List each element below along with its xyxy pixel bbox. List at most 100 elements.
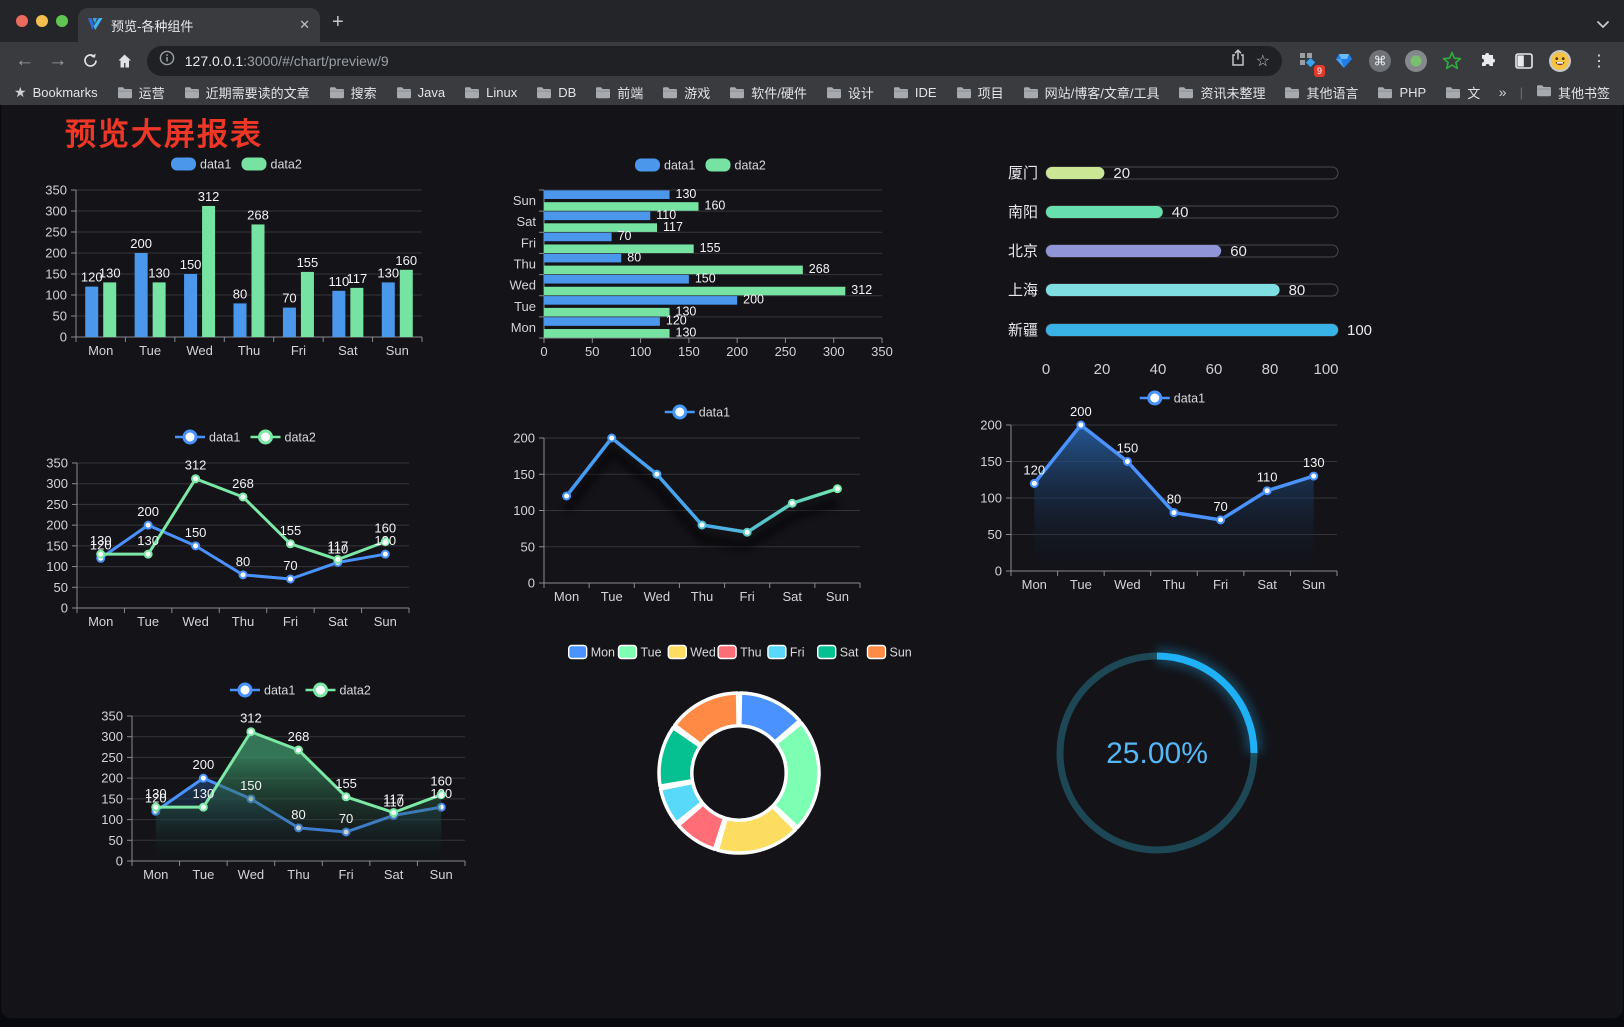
traffic-light-zoom[interactable] <box>56 15 68 27</box>
share-icon[interactable] <box>1230 49 1246 72</box>
svg-text:117: 117 <box>663 220 683 234</box>
svg-text:130: 130 <box>99 265 121 280</box>
bookmark-item[interactable]: 其他语言 <box>1284 83 1358 102</box>
bookmark-item[interactable]: 网站/博客/文章/工具 <box>1023 83 1159 102</box>
chart-area-single: data1 0 50 100 150 200 Mon Tue Wed Thu Fri Sat Sun 12… <box>980 384 1363 603</box>
svg-text:Sun: Sun <box>430 867 453 882</box>
chart-hbar-grouped: data1 data2 Sun Sat Fri Thu Wed Tue Mon 0 50 100 150… <box>506 150 902 373</box>
svg-text:155: 155 <box>335 776 357 791</box>
svg-text:312: 312 <box>851 283 872 297</box>
traffic-light-minimize[interactable] <box>36 15 48 27</box>
bookmark-item[interactable]: IDE <box>893 85 937 100</box>
svg-text:200: 200 <box>1070 404 1092 419</box>
svg-text:0: 0 <box>60 330 67 345</box>
reload-button[interactable] <box>76 46 105 76</box>
svg-text:Fri: Fri <box>338 867 353 882</box>
svg-text:data1: data1 <box>200 158 231 172</box>
svg-text:data1: data1 <box>664 159 695 173</box>
window-titlebar: 预览-各种组件 ✕ + <box>0 0 1624 42</box>
svg-text:130: 130 <box>193 786 215 801</box>
extension-record-icon[interactable] <box>1404 49 1428 73</box>
tab-search-chevron-icon[interactable] <box>1596 16 1610 34</box>
svg-text:312: 312 <box>240 711 262 726</box>
svg-text:100: 100 <box>513 503 535 518</box>
bookmark-item[interactable]: Linux <box>464 85 517 100</box>
browser-tab[interactable]: 预览-各种组件 ✕ <box>78 8 320 42</box>
svg-text:117: 117 <box>383 792 404 807</box>
chart-bar-grouped: data1 data2 0 50 100 150 200 250 300 350 Mon Tue Wed… <box>41 150 471 373</box>
bookmark-item[interactable]: 近期需要读的文章 <box>184 83 310 102</box>
svg-text:0: 0 <box>1042 361 1050 378</box>
stacked-area-chart-svg: data1 data2 0 50 100 150 200 250 300 350 Mon Tue Wed… <box>101 682 466 882</box>
bookmark-item[interactable]: 运营 <box>117 83 165 102</box>
back-button[interactable]: ← <box>15 49 35 71</box>
bookmark-label: 资讯未整理 <box>1200 85 1266 101</box>
svg-text:120: 120 <box>1023 462 1045 477</box>
svg-text:⌘: ⌘ <box>1373 53 1386 68</box>
tab-title: 预览-各种组件 <box>111 18 194 34</box>
extension-emoji-icon[interactable] <box>1548 49 1572 73</box>
svg-text:60: 60 <box>1206 361 1223 378</box>
bookmarks-manager[interactable]: ★ Bookmarks <box>14 84 98 101</box>
bookmark-item[interactable]: 游戏 <box>662 83 710 102</box>
chart-line-gradient: data1 0 50 100 150 200 Mon Tue Wed Thu Fri Sat Sun <box>506 398 888 617</box>
home-button[interactable] <box>110 46 139 76</box>
browser-menu-icon[interactable]: ⋮ <box>1590 52 1607 70</box>
site-info-icon[interactable] <box>159 50 175 71</box>
bookmark-label: 项目 <box>977 85 1004 101</box>
traffic-light-close[interactable] <box>16 15 28 27</box>
bookmark-item[interactable]: 设计 <box>826 83 874 102</box>
bookmark-item[interactable]: 前端 <box>595 83 643 102</box>
bookmarks-overflow-chevron[interactable]: » <box>1498 84 1507 100</box>
bookmark-label: PHP <box>1399 84 1427 100</box>
forward-button[interactable]: → <box>48 49 68 71</box>
bookmark-label: 搜索 <box>350 85 377 101</box>
bookmark-item[interactable]: 软件/硬件 <box>729 83 807 102</box>
svg-text:155: 155 <box>280 523 302 538</box>
svg-text:data2: data2 <box>271 158 302 172</box>
new-tab-button[interactable]: + <box>332 11 344 33</box>
bookmark-item[interactable]: Java <box>396 85 445 100</box>
svg-text:0: 0 <box>995 564 1002 579</box>
bookmark-item[interactable]: DB <box>536 85 576 100</box>
svg-text:350: 350 <box>45 183 67 198</box>
svg-text:Tue: Tue <box>139 343 161 358</box>
extension-command-icon[interactable]: ⌘ <box>1368 49 1392 73</box>
extension-grid-icon[interactable]: 9 <box>1296 49 1325 77</box>
tab-close-icon[interactable]: ✕ <box>299 17 310 32</box>
svg-text:Sat: Sat <box>384 867 404 882</box>
svg-text:160: 160 <box>430 774 452 789</box>
extension-badge: 9 <box>1313 64 1325 77</box>
svg-text:0: 0 <box>540 344 547 359</box>
svg-text:100: 100 <box>1347 322 1372 339</box>
chart-area-two: data1 data2 0 50 100 150 200 250 300 350 Mon Tue Wed… <box>101 675 483 894</box>
svg-text:Mon: Mon <box>591 646 615 660</box>
browser-toolbar: ← → 127.0.0.1:3000/#/chart/preview/9 ☆ 9… <box>0 42 1624 79</box>
svg-text:data1: data1 <box>209 431 240 445</box>
svg-text:150: 150 <box>695 271 716 285</box>
bookmark-star-icon[interactable]: ☆ <box>1255 52 1270 70</box>
extension-split-screen-icon[interactable] <box>1512 49 1536 73</box>
extension-gem-icon[interactable] <box>1332 49 1356 73</box>
svg-text:Thu: Thu <box>740 646 762 660</box>
svg-text:130: 130 <box>377 265 399 280</box>
extension-star-icon[interactable] <box>1440 49 1464 73</box>
svg-text:Sat: Sat <box>840 646 859 660</box>
svg-text:Sat: Sat <box>516 214 536 229</box>
svg-text:Thu: Thu <box>232 614 254 629</box>
bookmark-item[interactable]: 搜索 <box>329 83 377 102</box>
svg-text:Tue: Tue <box>137 614 159 629</box>
other-bookmarks-folder[interactable]: 其他书签 <box>1536 83 1610 102</box>
svg-text:Fri: Fri <box>283 614 298 629</box>
svg-text:data2: data2 <box>735 159 766 173</box>
bookmark-item[interactable]: PHP <box>1377 85 1426 100</box>
page-content: 预览大屏报表 data1 data2 0 50 100 150 200 250 300 350 Mo… <box>1 105 1623 1018</box>
extension-puzzle-icon[interactable] <box>1476 49 1500 73</box>
address-bar[interactable]: 127.0.0.1:3000/#/chart/preview/9 ☆ <box>146 45 1282 76</box>
bookmark-item[interactable]: 项目 <box>956 83 1004 102</box>
svg-text:80: 80 <box>1167 492 1181 507</box>
svg-text:200: 200 <box>981 418 1002 433</box>
svg-text:268: 268 <box>247 207 269 222</box>
bookmark-item[interactable]: 资讯未整理 <box>1178 83 1265 102</box>
bookmark-item[interactable]: 文件服务器 <box>1445 83 1480 102</box>
